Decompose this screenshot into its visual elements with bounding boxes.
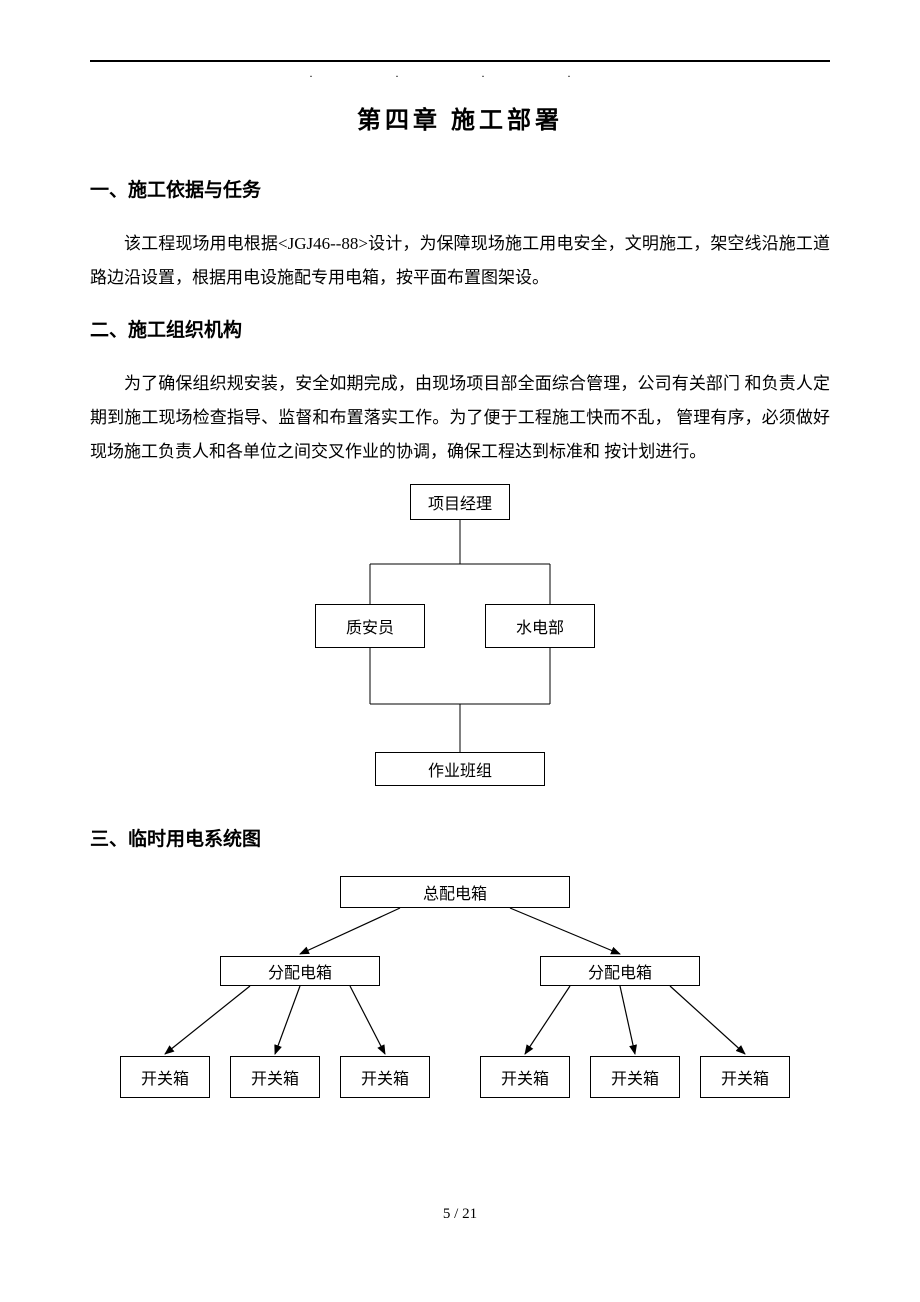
org-node-bottom: 作业班组 — [375, 752, 545, 786]
sys-node-s4: 开关箱 — [480, 1056, 570, 1098]
sys-node-s1: 开关箱 — [120, 1056, 210, 1098]
dot-row: . . . . — [90, 66, 830, 80]
sys-node-s5: 开关箱 — [590, 1056, 680, 1098]
section-1-heading: 一、施工依据与任务 — [90, 175, 830, 202]
section-1-body: 该工程现场用电根据<JGJ46--88>设计，为保障现场施工用电安全，文明施工，… — [90, 227, 830, 295]
org-chart: 项目经理质安员 水电部作业班组 — [260, 484, 660, 804]
chapter-title: 第四章 施工部署 — [90, 100, 830, 135]
sys-node-s6: 开关箱 — [700, 1056, 790, 1098]
document-page: . . . . 第四章 施工部署 一、施工依据与任务 该工程现场用电根据<JGJ… — [0, 0, 920, 1263]
section-3-heading: 三、临时用电系统图 — [90, 824, 830, 851]
org-node-left: 质安员 — [315, 604, 425, 648]
sys-node-s2: 开关箱 — [230, 1056, 320, 1098]
sys-node-d2: 分配电箱 — [540, 956, 700, 986]
page-number: 5 / 21 — [90, 1206, 830, 1223]
sys-node-d1: 分配电箱 — [220, 956, 380, 986]
section-2-body: 为了确保组织规安装，安全如期完成，由现场项目部全面综合管理，公司有关部门 和负责… — [90, 367, 830, 469]
org-node-root: 项目经理 — [410, 484, 510, 520]
top-rule — [90, 60, 830, 62]
sys-node-s3: 开关箱 — [340, 1056, 430, 1098]
sys-node-root: 总配电箱 — [340, 876, 570, 908]
org-node-right: 水电部 — [485, 604, 595, 648]
system-chart: 总配电箱分配电箱分配电箱开关箱开关箱开关箱开关箱开关箱开关箱 — [90, 876, 830, 1116]
section-2-heading: 二、施工组织机构 — [90, 315, 830, 342]
